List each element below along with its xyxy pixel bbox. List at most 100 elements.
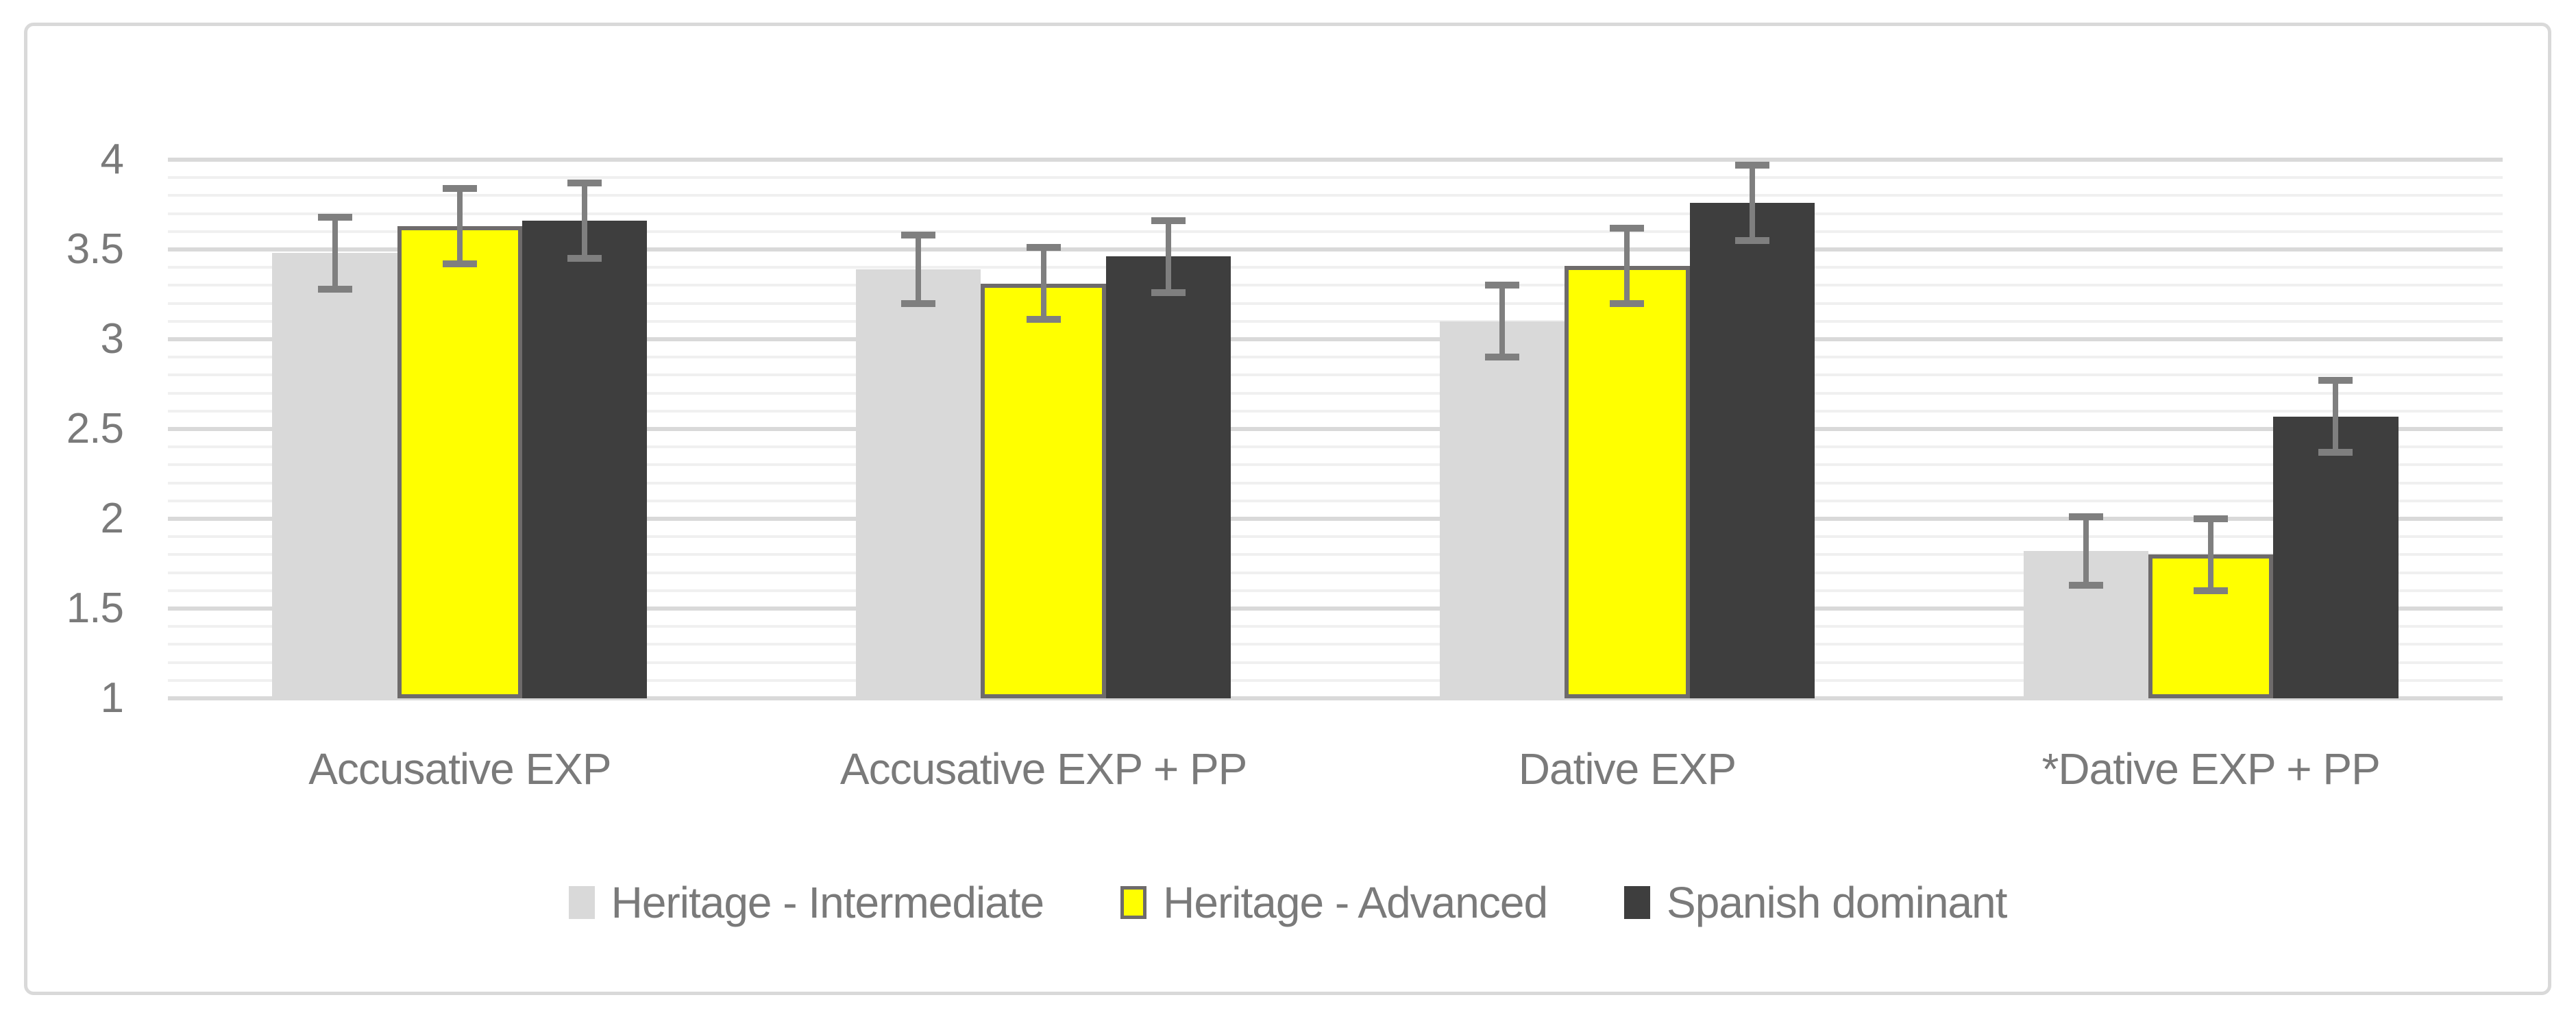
y-tick-label: 2.5 — [66, 405, 124, 452]
error-bar-cap-top — [567, 180, 602, 187]
gridline-minor — [168, 678, 2503, 682]
error-bar-line — [1040, 247, 1046, 320]
gridline-minor — [168, 463, 2503, 467]
gridline-minor — [168, 571, 2503, 574]
gridline-minor — [168, 535, 2503, 539]
gridline-minor — [168, 302, 2503, 305]
error-bar-line — [1499, 285, 1506, 358]
y-tick-label: 3 — [100, 315, 124, 363]
y-tick-label: 1.5 — [66, 585, 124, 632]
error-bar-cap-bottom — [442, 260, 477, 267]
error-bar-cap-bottom — [901, 299, 936, 307]
legend-swatch-heritage-intermediate — [568, 886, 595, 919]
gridline-major — [168, 427, 2503, 431]
error-bar-cap-top — [1485, 282, 1520, 289]
error-bar-cap-bottom — [2194, 587, 2229, 594]
legend-item-spanish-dominant: Spanish dominant — [1624, 877, 2007, 928]
gridline-major — [168, 606, 2503, 611]
y-tick-label: 3.5 — [66, 225, 124, 273]
bar-series1-cat2 — [1565, 265, 1690, 698]
error-bar-line — [2083, 517, 2089, 585]
error-bar-cap-top — [317, 213, 352, 221]
error-bar-cap-top — [901, 232, 936, 239]
plot-area — [168, 158, 2503, 700]
error-bar-cap-top — [1610, 224, 1645, 232]
error-bar-cap-top — [1026, 244, 1061, 252]
y-tick-label: 2 — [100, 495, 124, 542]
gridline-minor — [168, 661, 2503, 664]
error-bar-line — [2208, 519, 2214, 591]
bar-series1-cat0 — [397, 225, 522, 698]
error-bar-cap-bottom — [1734, 236, 1769, 244]
gridline-minor — [168, 284, 2503, 287]
gridline-major — [168, 158, 2503, 162]
legend: Heritage - Intermediate Heritage - Advan… — [27, 877, 2548, 928]
gridline-minor — [168, 481, 2503, 485]
gridline-minor — [168, 445, 2503, 449]
error-bar-line — [1165, 221, 1171, 293]
gridline-minor — [168, 553, 2503, 556]
error-bar-cap-bottom — [567, 255, 602, 262]
error-bar-cap-bottom — [1026, 316, 1061, 323]
gridline-minor — [168, 230, 2503, 233]
x-category-label: Dative EXP — [1518, 744, 1737, 794]
legend-item-heritage-advanced: Heritage - Advanced — [1120, 877, 1548, 928]
gridline-minor — [168, 356, 2503, 359]
gridline-major — [168, 247, 2503, 252]
error-bar-line — [1624, 228, 1630, 304]
x-category-label: *Dative EXP + PP — [2041, 744, 2380, 794]
error-bar-cap-top — [442, 184, 477, 192]
x-category-label: Accusative EXP + PP — [839, 744, 1247, 794]
gridline-major — [168, 337, 2503, 341]
legend-swatch-spanish-dominant — [1624, 886, 1651, 919]
legend-swatch-heritage-advanced — [1120, 886, 1147, 919]
error-bar-cap-bottom — [317, 285, 352, 293]
y-tick-label: 4 — [100, 136, 124, 183]
gridline-minor — [168, 499, 2503, 502]
gridline-minor — [168, 409, 2503, 413]
gridline-minor — [168, 194, 2503, 197]
error-bar-line — [916, 235, 922, 304]
error-bar-cap-top — [1151, 217, 1186, 225]
error-bar-line — [332, 217, 338, 289]
gridline-minor — [168, 625, 2503, 628]
gridline-minor — [168, 589, 2503, 592]
legend-label: Heritage - Advanced — [1163, 878, 1548, 927]
error-bar-line — [2333, 380, 2339, 453]
gridline-minor — [168, 176, 2503, 180]
legend-label: Heritage - Intermediate — [611, 878, 1045, 927]
error-bar-cap-bottom — [1485, 354, 1520, 361]
error-bar-cap-bottom — [1610, 299, 1645, 307]
y-axis: 4 3.5 3 2.5 2 1.5 1 — [27, 136, 124, 722]
error-bar-line — [456, 188, 463, 264]
x-axis-category-labels: Accusative EXP Accusative EXP + PP Dative … — [168, 740, 2503, 798]
gridline-minor — [168, 319, 2503, 323]
error-bar-cap-top — [2068, 513, 2103, 521]
error-bar-cap-bottom — [2318, 449, 2353, 456]
bar-series0-cat0 — [272, 253, 397, 698]
gridline-minor — [168, 212, 2503, 215]
gridline-minor — [168, 643, 2503, 646]
error-bar-cap-bottom — [1151, 289, 1186, 296]
bar-series1-cat1 — [981, 283, 1106, 698]
error-bar-cap-top — [2194, 515, 2229, 522]
error-bar-line — [582, 183, 588, 259]
bar-series0-cat2 — [1439, 321, 1565, 698]
gridline-minor — [168, 391, 2503, 395]
bar-series0-cat1 — [856, 269, 981, 698]
error-bar-cap-top — [1734, 161, 1769, 169]
legend-item-heritage-intermediate: Heritage - Intermediate — [568, 877, 1045, 928]
gridline-major — [168, 517, 2503, 521]
bar-series2-cat3 — [2273, 416, 2399, 698]
error-bar-line — [1749, 164, 1755, 241]
gridline-minor — [168, 373, 2503, 377]
legend-label: Spanish dominant — [1667, 878, 2007, 927]
bar-series2-cat1 — [1105, 256, 1231, 698]
gridline-minor — [168, 266, 2503, 269]
chart-figure: 4 3.5 3 2.5 2 1.5 1 Accusative EXP Accusative E… — [24, 23, 2551, 995]
bar-series2-cat0 — [522, 221, 648, 698]
gridline-major — [168, 696, 2503, 700]
error-bar-cap-bottom — [2068, 581, 2103, 589]
error-bar-cap-top — [2318, 377, 2353, 384]
